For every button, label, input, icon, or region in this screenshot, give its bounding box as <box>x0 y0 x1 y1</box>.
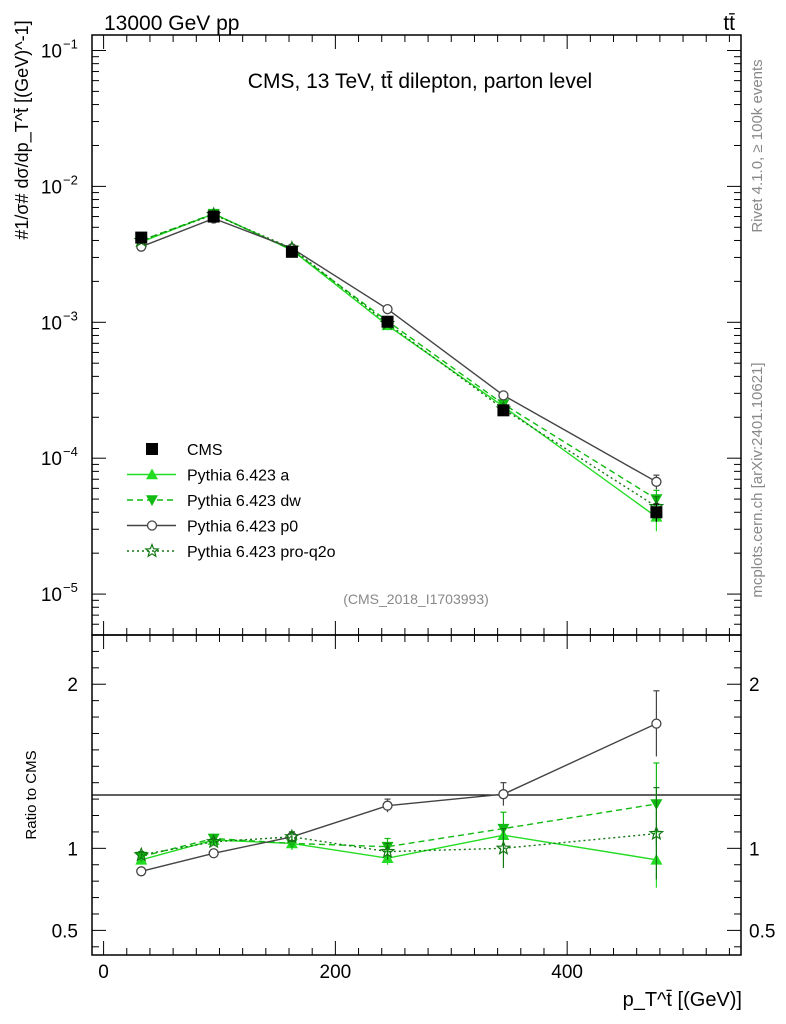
ratio-ytick-label-right: 0.5 <box>749 921 775 942</box>
main-point-pythia-p0 <box>651 476 662 487</box>
ratio-point-pythia-p0 <box>498 789 509 800</box>
ratio-point-pythia-pro <box>648 825 665 841</box>
ratio-point-pythia-p0 <box>382 800 393 811</box>
main-line-pythia-p0 <box>141 217 657 483</box>
main-ylabel: #1/σ# dσ/dp_T^t̄ [(GeV)^-1] <box>12 20 33 239</box>
ratio-point-pythia-pro <box>284 828 300 844</box>
x-tick-label: 0 <box>98 962 109 983</box>
legend-entry: Pythia 6.423 pro-q2o <box>127 542 336 561</box>
main-title: CMS, 13 TeV, tt̄ dilepton, parton level <box>248 70 592 93</box>
x-tick-label: 400 <box>551 962 583 983</box>
ratio-line-pythia-a <box>141 834 657 861</box>
legend-entry: Pythia 6.423 dw <box>127 493 301 510</box>
main-ytick-exponent: −5 <box>63 580 78 595</box>
main-series <box>133 206 665 532</box>
main-ytick-exponent: −1 <box>63 36 78 51</box>
ratio-line-pythia-dw <box>141 803 657 858</box>
legend-marker <box>146 468 158 480</box>
main-ytick-label: 10 <box>41 41 62 62</box>
ratio-ylabel: Ratio to CMS <box>23 750 40 839</box>
legend-entry: CMS <box>146 442 223 459</box>
main-ytick-label: 10 <box>41 449 62 470</box>
main-point-data <box>497 404 510 417</box>
ratio-point-pythia-p0 <box>136 866 147 877</box>
legend-marker <box>146 495 158 506</box>
main-point-data <box>207 210 220 223</box>
main-ytick-exponent: −4 <box>63 444 78 459</box>
main-ytick-exponent: −2 <box>63 172 78 187</box>
main-point-data <box>650 506 663 519</box>
main-line-pythia-dw <box>141 212 657 500</box>
legend-label: Pythia 6.423 p0 <box>187 519 298 536</box>
legend-marker <box>146 443 158 455</box>
main-point-pythia-p0 <box>498 390 509 401</box>
ratio-point-pythia-p0 <box>208 848 219 859</box>
ratio-ytick-label-right: 1 <box>749 839 760 860</box>
ratio-point-pythia-pro <box>379 843 396 859</box>
ratio-ytick-label-left: 0.5 <box>52 921 78 942</box>
ratio-point-pythia-pro <box>205 833 222 849</box>
legend-entry: Pythia 6.423 p0 <box>127 519 298 536</box>
x-ticks: 0 200 400 <box>98 35 730 983</box>
legend-marker <box>146 520 158 531</box>
main-panel: 10−510−410−310−210−1 CMS, 13 TeV, tt̄ di… <box>12 20 742 636</box>
legend-label: CMS <box>187 442 223 459</box>
x-axis-label: p_T^t̄ [(GeV)] <box>623 989 742 1011</box>
legend-label: Pythia 6.423 a <box>187 468 289 485</box>
process-label: tt̄ <box>723 12 735 35</box>
main-point-pythia-p0 <box>382 303 393 315</box>
main-ytick-label: 10 <box>41 585 62 606</box>
ratio-ytick-label-left: 2 <box>67 675 78 696</box>
ratio-ytick-label-left: 1 <box>67 839 78 860</box>
ratio-point-pythia-pro <box>495 840 512 855</box>
main-ytick-exponent: −3 <box>63 308 78 323</box>
legend-label: Pythia 6.423 pro-q2o <box>187 544 336 561</box>
legend-entry: Pythia 6.423 a <box>127 468 289 485</box>
ratio-panel: 0.5 0.5 1 1 2 2 0 200 400 Ratio to CMS p_T^t̄ [… <box>23 35 775 1011</box>
ratio-point-pythia-pro <box>133 846 149 862</box>
main-point-data <box>285 245 298 258</box>
main-ylabel-text: #1/σ# dσ/dp_T^t̄ [(GeV)^-1] <box>12 20 33 239</box>
main-ytick-label: 10 <box>41 313 62 334</box>
legend-label: Pythia 6.423 dw <box>187 493 301 510</box>
legend: CMS Pythia 6.423 a Pythia 6.423 dw Pythia 6… <box>127 442 336 561</box>
main-point-data <box>381 315 394 328</box>
ratio-series-pythia-pro <box>133 787 665 880</box>
mcplots-label: mcplots.cern.ch [arXiv:2401.10621] <box>749 362 766 597</box>
ratio-line-pythia-pro <box>141 832 657 856</box>
ratio-line-pythia-p0 <box>141 722 657 872</box>
analysis-id: (CMS_2018_I1703993) <box>343 591 489 607</box>
legend-marker <box>144 542 160 558</box>
ratio-ytick-label-right: 2 <box>749 675 760 696</box>
rivet-label: Rivet 4.1.0, ≥ 100k events <box>749 59 766 232</box>
main-point-data <box>135 231 148 244</box>
x-tick-label: 200 <box>320 962 352 983</box>
ratio-series <box>133 690 665 888</box>
ratio-y-ticks: 0.5 0.5 1 1 2 2 <box>52 650 775 948</box>
main-line-pythia-pro <box>141 213 657 508</box>
energy-label: 13000 GeV pp <box>104 12 239 35</box>
ratio-point-pythia-p0 <box>651 718 662 729</box>
main-ytick-label: 10 <box>41 177 62 198</box>
main-y-ticks: 10−510−410−310−210−1 <box>41 36 741 625</box>
main-series-data <box>135 210 663 522</box>
